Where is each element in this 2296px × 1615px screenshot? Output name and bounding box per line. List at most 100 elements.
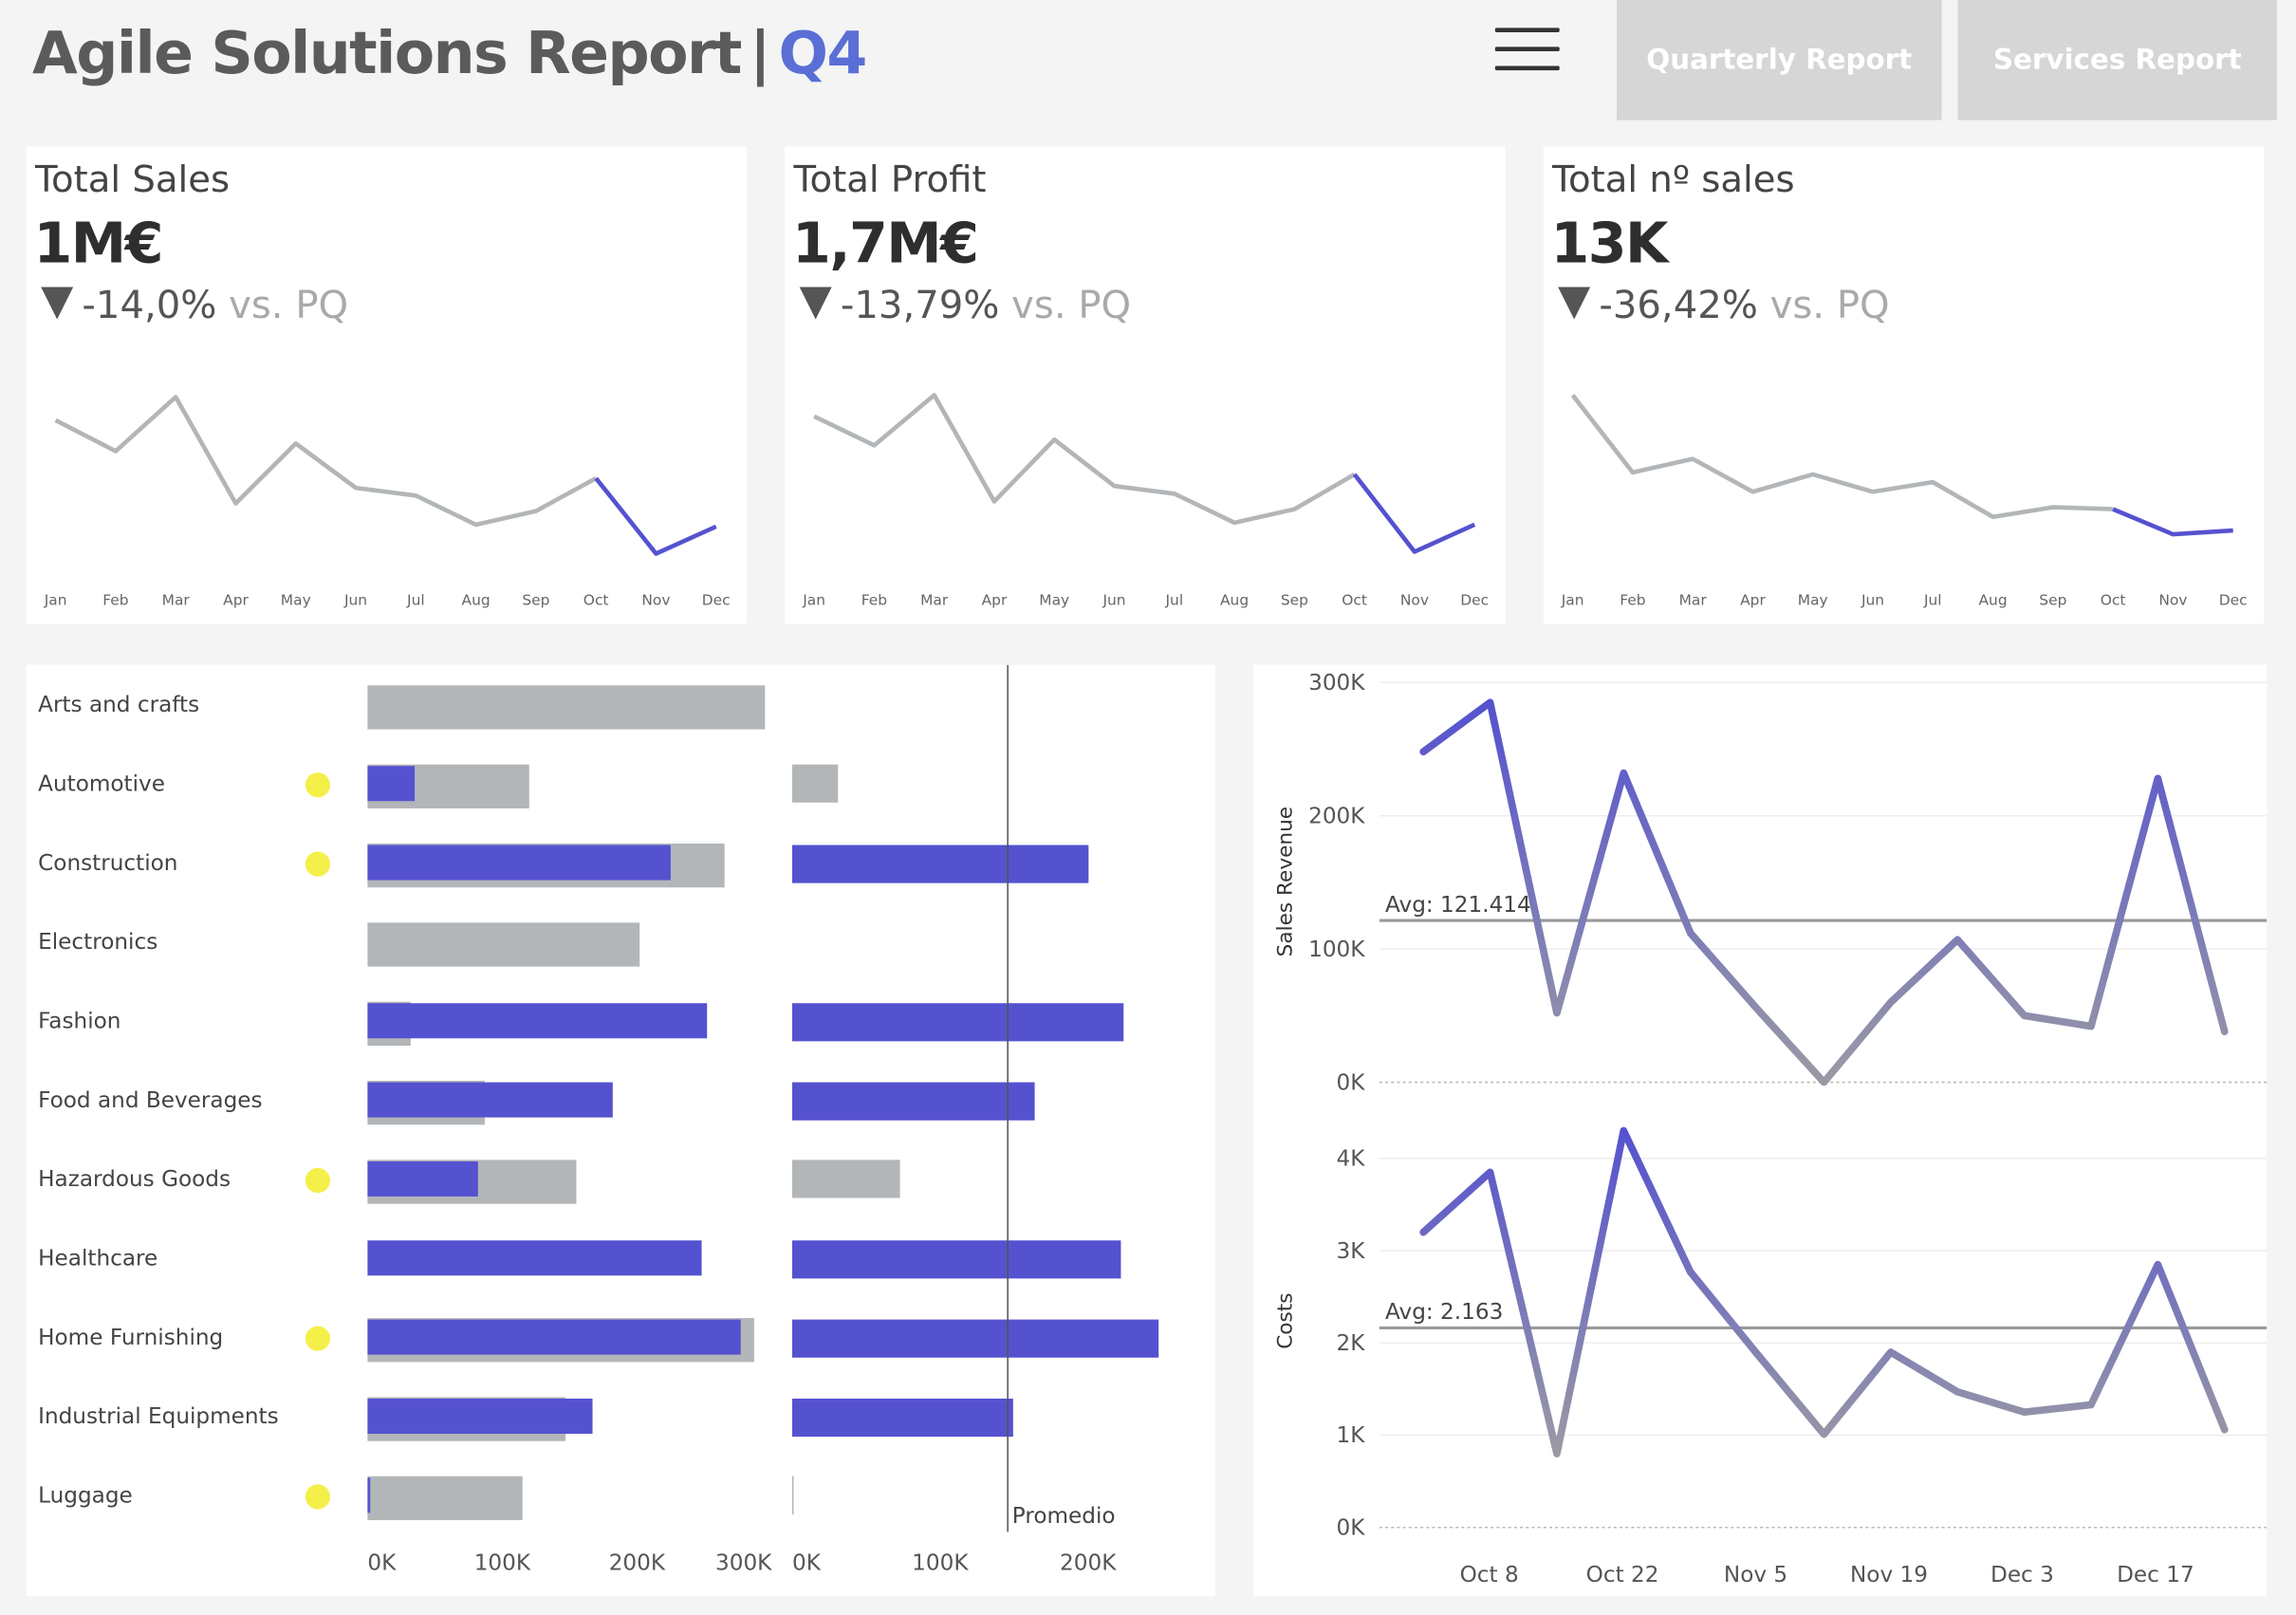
month-tick-label: Nov: [641, 591, 670, 608]
category-label: Luggage: [38, 1484, 133, 1509]
month-tick-label: Jan: [1561, 591, 1584, 608]
month-tick-label: Dec: [2219, 591, 2248, 608]
month-tick-label: Feb: [861, 591, 887, 608]
category-label: Hazardous Goods: [38, 1167, 231, 1192]
month-tick-label: Oct: [583, 591, 609, 608]
month-tick-label: Sep: [522, 591, 549, 608]
current-bar: [791, 1398, 1013, 1438]
category-label: Industrial Equipments: [38, 1404, 279, 1429]
current-bar: [791, 1003, 1124, 1042]
kpi-change-value: -36,42%: [1599, 284, 1758, 328]
quarterly-report-button[interactable]: Quarterly Report: [1616, 0, 1942, 121]
previous-bar: [791, 1160, 900, 1198]
kpi-change-value: -13,79%: [840, 284, 1000, 328]
axis-tick-label: 200K: [609, 1551, 666, 1576]
month-tick-label: Jul: [1165, 591, 1184, 608]
month-tick-label: Aug: [462, 591, 491, 608]
sparkline-previous: [813, 393, 1356, 526]
month-tick-label: Jun: [343, 591, 367, 608]
month-tick-label: Mar: [1679, 591, 1708, 608]
previous-bar: [367, 1476, 523, 1521]
current-bar: [791, 1240, 1121, 1279]
current-bar: [367, 1398, 593, 1434]
month-tick-label: Feb: [102, 591, 128, 608]
current-bar: [791, 845, 1089, 883]
kpi-change: -13,79% vs. PQ: [799, 284, 1131, 328]
axis-tick-label: 200K: [1308, 804, 1365, 828]
category-label: Fashion: [38, 1009, 120, 1033]
category-bar-chart-panel: Arts and crafts Automotive Construction Ele…: [26, 664, 1216, 1597]
x-tick-label: Nov 5: [1724, 1563, 1787, 1587]
services-report-button[interactable]: Services Report: [1957, 0, 2277, 121]
axis-title: Sales Revenue: [1273, 807, 1297, 956]
flag-dot-icon: [305, 1484, 331, 1510]
kpi-card-total-sales: Total Sales 1M€ -14,0% vs. PQ Jan Feb Mar A…: [26, 146, 748, 624]
current-bar: [367, 845, 671, 881]
average-label: Promedio: [1012, 1504, 1116, 1529]
sparkline-chart: Jan Feb Mar Apr May Jun Jul Aug Sep Oct Nov Dec: [44, 395, 731, 608]
kpi-card-total-number-sales: Total nº sales 13K -36,42% vs. PQ Jan Feb…: [1543, 146, 2265, 624]
sales-revenue-line: [1419, 698, 2229, 1086]
axis-tick-label: 3K: [1337, 1239, 1366, 1264]
current-bar: [367, 766, 416, 802]
flag-dot-icon: [305, 1167, 331, 1194]
axis-tick-label: 100K: [474, 1551, 531, 1576]
month-tick-label: Jun: [1861, 591, 1884, 608]
axis-tick-label: 0K: [792, 1551, 822, 1576]
kpi-vs-label: vs. PQ: [1769, 284, 1890, 328]
category-label: Automotive: [38, 771, 165, 796]
category-label: Food and Beverages: [38, 1088, 262, 1113]
month-tick-label: May: [1798, 591, 1828, 608]
x-tick-label: Nov 19: [1850, 1563, 1928, 1587]
trend-chart-panel: 300K 200K 100K 0K Avg: 121.414 Sales Revenue 4…: [1253, 664, 2268, 1597]
kpi-value: 1,7M€: [791, 211, 979, 276]
axis-tick-label: 0K: [1337, 1070, 1366, 1095]
sparkline-current: [1352, 473, 1476, 554]
category-label: Electronics: [38, 930, 157, 955]
month-tick-label: Mar: [162, 591, 191, 608]
sparkline-previous: [54, 395, 598, 528]
axis-tick-label: 4K: [1337, 1147, 1366, 1172]
sparkline-previous: [1570, 393, 2114, 520]
month-tick-label: Jul: [1923, 591, 1942, 608]
average-label: Avg: 121.414: [1385, 893, 1531, 918]
sparkline-chart: Jan Feb Mar Apr May Jun Jul Aug Sep Oct Nov Dec: [1561, 393, 2248, 608]
x-tick-label: Dec 17: [2117, 1563, 2194, 1587]
previous-bar: [367, 685, 766, 730]
category-label: Arts and crafts: [38, 693, 199, 717]
sparkline-current: [2112, 507, 2233, 537]
axis-tick-label: 100K: [1308, 937, 1365, 962]
flag-dot-icon: [305, 851, 331, 877]
month-tick-label: Nov: [2158, 591, 2187, 608]
month-tick-label: Aug: [1979, 591, 2008, 608]
month-tick-label: Dec: [702, 591, 731, 608]
flag-dot-icon: [305, 1326, 331, 1351]
down-triangle-icon: [799, 287, 832, 320]
previous-bar: [791, 1476, 794, 1514]
kpi-label: Total Sales: [35, 158, 231, 201]
hamburger-menu-icon[interactable]: [1492, 24, 1563, 77]
month-tick-label: Apr: [982, 591, 1008, 608]
month-tick-label: Jan: [44, 591, 67, 608]
current-bar: [367, 1003, 708, 1039]
average-label: Avg: 2.163: [1385, 1300, 1503, 1325]
current-bar: [791, 1082, 1035, 1121]
month-tick-label: Nov: [1400, 591, 1429, 608]
x-tick-label: Oct 8: [1460, 1563, 1519, 1587]
month-tick-label: Feb: [1620, 591, 1645, 608]
axis-tick-label: 300K: [715, 1551, 772, 1576]
trend-chart: 300K 200K 100K 0K Avg: 121.414 Sales Revenue 4…: [1273, 671, 2268, 1587]
month-tick-label: Jul: [406, 591, 425, 608]
month-tick-label: Dec: [1460, 591, 1489, 608]
axis-tick-label: 300K: [1308, 671, 1365, 696]
x-tick-label: Oct 22: [1586, 1563, 1659, 1587]
current-bar: [367, 1082, 613, 1118]
x-tick-label: Dec 3: [1990, 1563, 2054, 1587]
month-tick-label: May: [281, 591, 311, 608]
costs-line: [1419, 1126, 2229, 1457]
axis-tick-label: 200K: [1060, 1551, 1117, 1576]
current-bar: [367, 1477, 371, 1513]
kpi-card-total-profit: Total Profit 1,7M€ -13,79% vs. PQ Jan Feb…: [785, 146, 1506, 624]
current-bar: [367, 1240, 702, 1276]
kpi-label: Total nº sales: [1552, 158, 1795, 201]
